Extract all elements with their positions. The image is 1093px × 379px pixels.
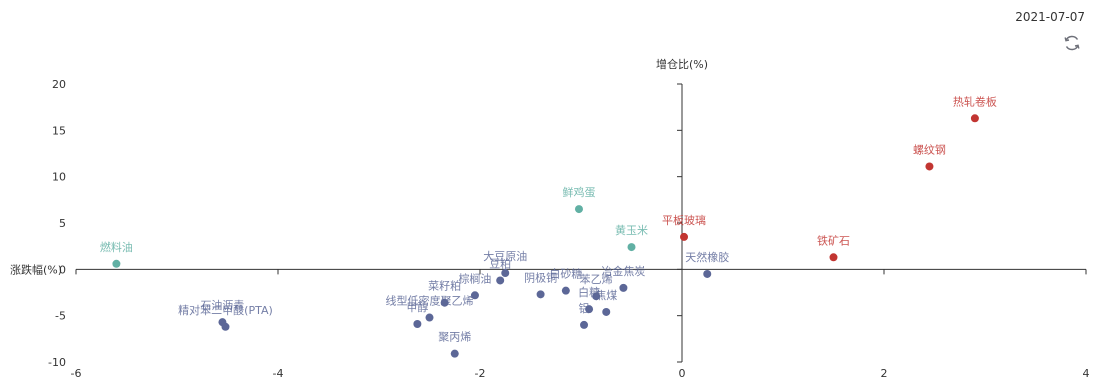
data-label: 螺纹钢	[913, 142, 946, 156]
x-axis-title: 增仓比(%)	[656, 57, 708, 71]
data-label: 线型低密度聚乙烯	[386, 294, 474, 308]
data-point[interactable]	[561, 286, 570, 295]
data-point[interactable]	[425, 313, 434, 322]
x-tick-label: -2	[475, 367, 486, 379]
y-tick-label: -5	[55, 310, 66, 323]
data-label: 阴极铜	[524, 270, 557, 284]
y-tick-label: -10	[48, 356, 66, 369]
axes: 增仓比(%) 涨跌幅(%)	[10, 57, 1086, 362]
data-point[interactable]	[574, 205, 583, 214]
data-points	[112, 114, 979, 358]
data-point[interactable]	[585, 305, 594, 314]
data-point[interactable]	[925, 162, 934, 171]
y-tick-label: 20	[52, 78, 66, 91]
y-axis-title: 涨跌幅(%)	[10, 262, 62, 276]
data-point[interactable]	[536, 290, 545, 299]
data-label: 焦煤	[595, 289, 617, 302]
data-label: 鲜鸡蛋	[562, 185, 595, 199]
data-label: 铁矿石	[817, 234, 850, 247]
data-label: 白糖	[578, 285, 600, 299]
x-tick-label: 2	[881, 367, 888, 379]
ticks: -6 -4 -2 0 2 4 -10 -5 5 10 15 20 0	[48, 78, 1089, 379]
data-label: 铝	[579, 301, 590, 315]
data-point[interactable]	[970, 114, 979, 123]
data-label: 黄玉米	[615, 223, 648, 237]
data-point[interactable]	[703, 269, 712, 278]
data-label: 聚丙烯	[438, 331, 471, 344]
data-point[interactable]	[112, 259, 121, 268]
x-tick-label: -4	[273, 367, 284, 379]
data-label: 大豆原油	[483, 249, 527, 263]
data-label: 棕榈油	[458, 271, 491, 285]
data-point[interactable]	[413, 320, 422, 329]
data-label: 甲醇	[406, 300, 428, 314]
x-tick-label: -6	[71, 367, 82, 379]
data-point[interactable]	[496, 276, 505, 285]
y-tick-label: 5	[59, 217, 66, 230]
data-point[interactable]	[218, 318, 227, 327]
data-point[interactable]	[450, 349, 459, 358]
data-point[interactable]	[470, 291, 479, 300]
data-label: 白砂糖	[549, 267, 582, 281]
data-point[interactable]	[602, 307, 611, 316]
data-label: 平板玻璃	[662, 213, 706, 227]
y-tick-label: 0	[59, 263, 66, 276]
data-label: 精对苯二甲酸(PTA)	[178, 303, 273, 317]
x-tick-label: 0	[679, 367, 686, 379]
data-point[interactable]	[580, 320, 589, 329]
data-label: 石油沥青	[200, 298, 244, 312]
data-point[interactable]	[829, 253, 838, 262]
data-label: 菜籽粕	[428, 279, 461, 293]
data-point[interactable]	[592, 292, 601, 301]
data-label: 苯乙烯	[580, 272, 613, 286]
data-label: 冶金焦炭	[601, 264, 645, 278]
y-tick-label: 10	[52, 171, 66, 184]
y-tick-label: 15	[52, 124, 66, 137]
data-point[interactable]	[627, 243, 636, 252]
data-point[interactable]	[501, 269, 510, 278]
refresh-icon[interactable]	[1062, 33, 1082, 53]
data-label: 豆粕	[489, 256, 511, 270]
data-point[interactable]	[619, 283, 628, 292]
data-label: 天然橡胶	[685, 250, 729, 264]
data-point[interactable]	[440, 298, 449, 307]
data-label: 燃料油	[100, 240, 133, 254]
data-point[interactable]	[680, 232, 689, 241]
x-tick-label: 4	[1083, 367, 1090, 379]
data-label: 热轧卷板	[953, 94, 997, 108]
date-label: 2021-07-07	[1015, 10, 1085, 24]
